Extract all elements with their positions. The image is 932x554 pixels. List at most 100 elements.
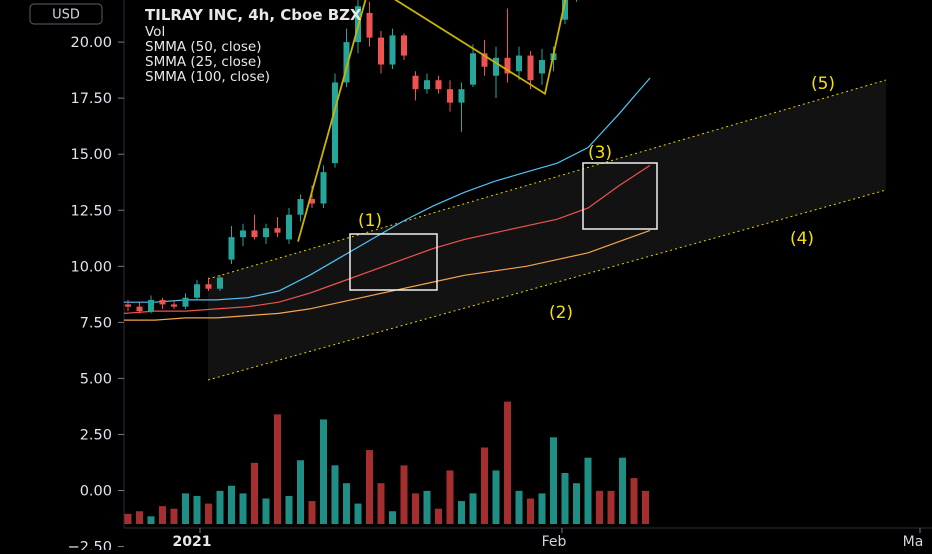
wave-label: (3) [588,143,612,163]
volume-bar [469,493,477,524]
candle-body [309,199,315,204]
wave-lines [297,0,567,242]
candle-body [240,230,246,238]
candle-body [136,306,143,312]
smma-layer [123,77,651,321]
price-tick-label: 0.00 [80,484,112,500]
candle-body [343,42,350,83]
volume-bar [239,493,247,524]
volume-bar [389,511,396,524]
price-tick-label: 20.00 [70,35,112,51]
candle-body [125,304,131,307]
volume-bar [124,513,132,524]
volume-bar [642,490,649,524]
volume-bar [170,508,178,524]
currency-label: USD [52,8,80,23]
price-tick-label: 12.50 [70,203,112,219]
candle-body [493,57,499,76]
candle-body [171,304,177,307]
time-label-2021: 2021 [173,534,212,550]
volume-bar [515,490,523,524]
volume-bar [584,457,592,524]
legend-vol[interactable]: Vol [145,24,165,40]
volume-bar [228,485,235,524]
candle-body [412,75,419,90]
volume-bar [274,414,281,524]
price-tick-label: 7.50 [80,315,112,331]
price-tick-label: 2.50 [80,427,112,443]
volume-bar [193,495,201,524]
volume-bar [446,470,454,524]
wave-labels: (1) (2) (3) (4) (5) [358,74,835,323]
candle-body [527,55,534,81]
candle-body [470,53,476,85]
volume-bar [527,498,534,524]
volume-bar [331,465,339,524]
legend-smma-50[interactable]: SMMA (50, close) [145,39,261,55]
candle-body [251,230,258,238]
volume-bar [573,483,580,524]
volume-bar [308,501,316,524]
wave-label: (4) [790,229,814,249]
legend-title[interactable]: TILRAY INC, 4h, Cboe BZX [145,6,362,24]
price-axis-panel[interactable] [0,0,124,550]
volume-bar [596,490,603,524]
smma-25-line [123,164,651,314]
volume-bar [320,419,327,524]
currency-badge[interactable]: USD [29,3,103,25]
candle-body [539,60,545,74]
volume-bar [147,516,155,524]
price-tick-label: 10.00 [70,259,112,275]
wave-1-box [349,233,438,291]
candle-body [562,0,568,20]
legend-smma-100[interactable]: SMMA (100, close) [145,69,270,85]
elliott-wave-path [297,0,567,242]
candle-body [435,80,442,90]
candle-body [378,37,384,65]
price-tick-label: 15.00 [70,147,112,163]
candle-body [447,89,453,103]
candle-body [366,12,373,38]
candle-layer [125,0,577,314]
candle-body [332,82,338,164]
time-axis[interactable]: 2021 Feb Ma [173,528,924,550]
volume-bar [481,447,488,524]
channel-layer [207,79,887,381]
channel-lower-line [207,189,887,381]
wave-label: (5) [811,74,835,94]
candle-body [286,214,292,240]
currency-badge-box [29,3,103,25]
channel-fill [208,80,886,380]
volume-bar [458,501,465,524]
volume-bar [297,460,304,524]
volume-bar [538,493,546,524]
candle-body [516,55,522,72]
candle-body [194,284,200,298]
volume-bar [412,493,419,524]
legend-smma-25[interactable]: SMMA (25, close) [145,54,261,70]
volume-bar [630,478,638,524]
wave-label: (2) [549,303,573,323]
candle-body [263,228,269,238]
candle-body [274,228,281,233]
volume-bar [343,483,350,524]
volume-bar [136,511,143,524]
volume-bar [354,503,362,524]
volume-bar [366,450,373,524]
candle-body [389,35,396,65]
volume-layer [124,401,649,524]
volume-bar [262,498,270,524]
candle-body [148,299,154,312]
wave-boxes [349,162,658,291]
candle-body [481,53,488,67]
candle-body [205,284,212,289]
volume-bar [159,506,166,524]
price-axis-ticks: 40.0037.5035.0032.5030.0027.5025.0022.50… [68,35,124,554]
volume-bar [435,508,442,524]
wave-3-box [582,162,658,230]
volume-bar [561,473,569,524]
price-tick-label: 17.50 [70,91,112,107]
candle-body [504,57,511,74]
